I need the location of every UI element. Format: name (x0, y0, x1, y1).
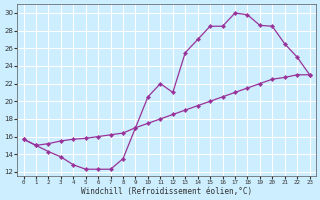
X-axis label: Windchill (Refroidissement éolien,°C): Windchill (Refroidissement éolien,°C) (81, 187, 252, 196)
